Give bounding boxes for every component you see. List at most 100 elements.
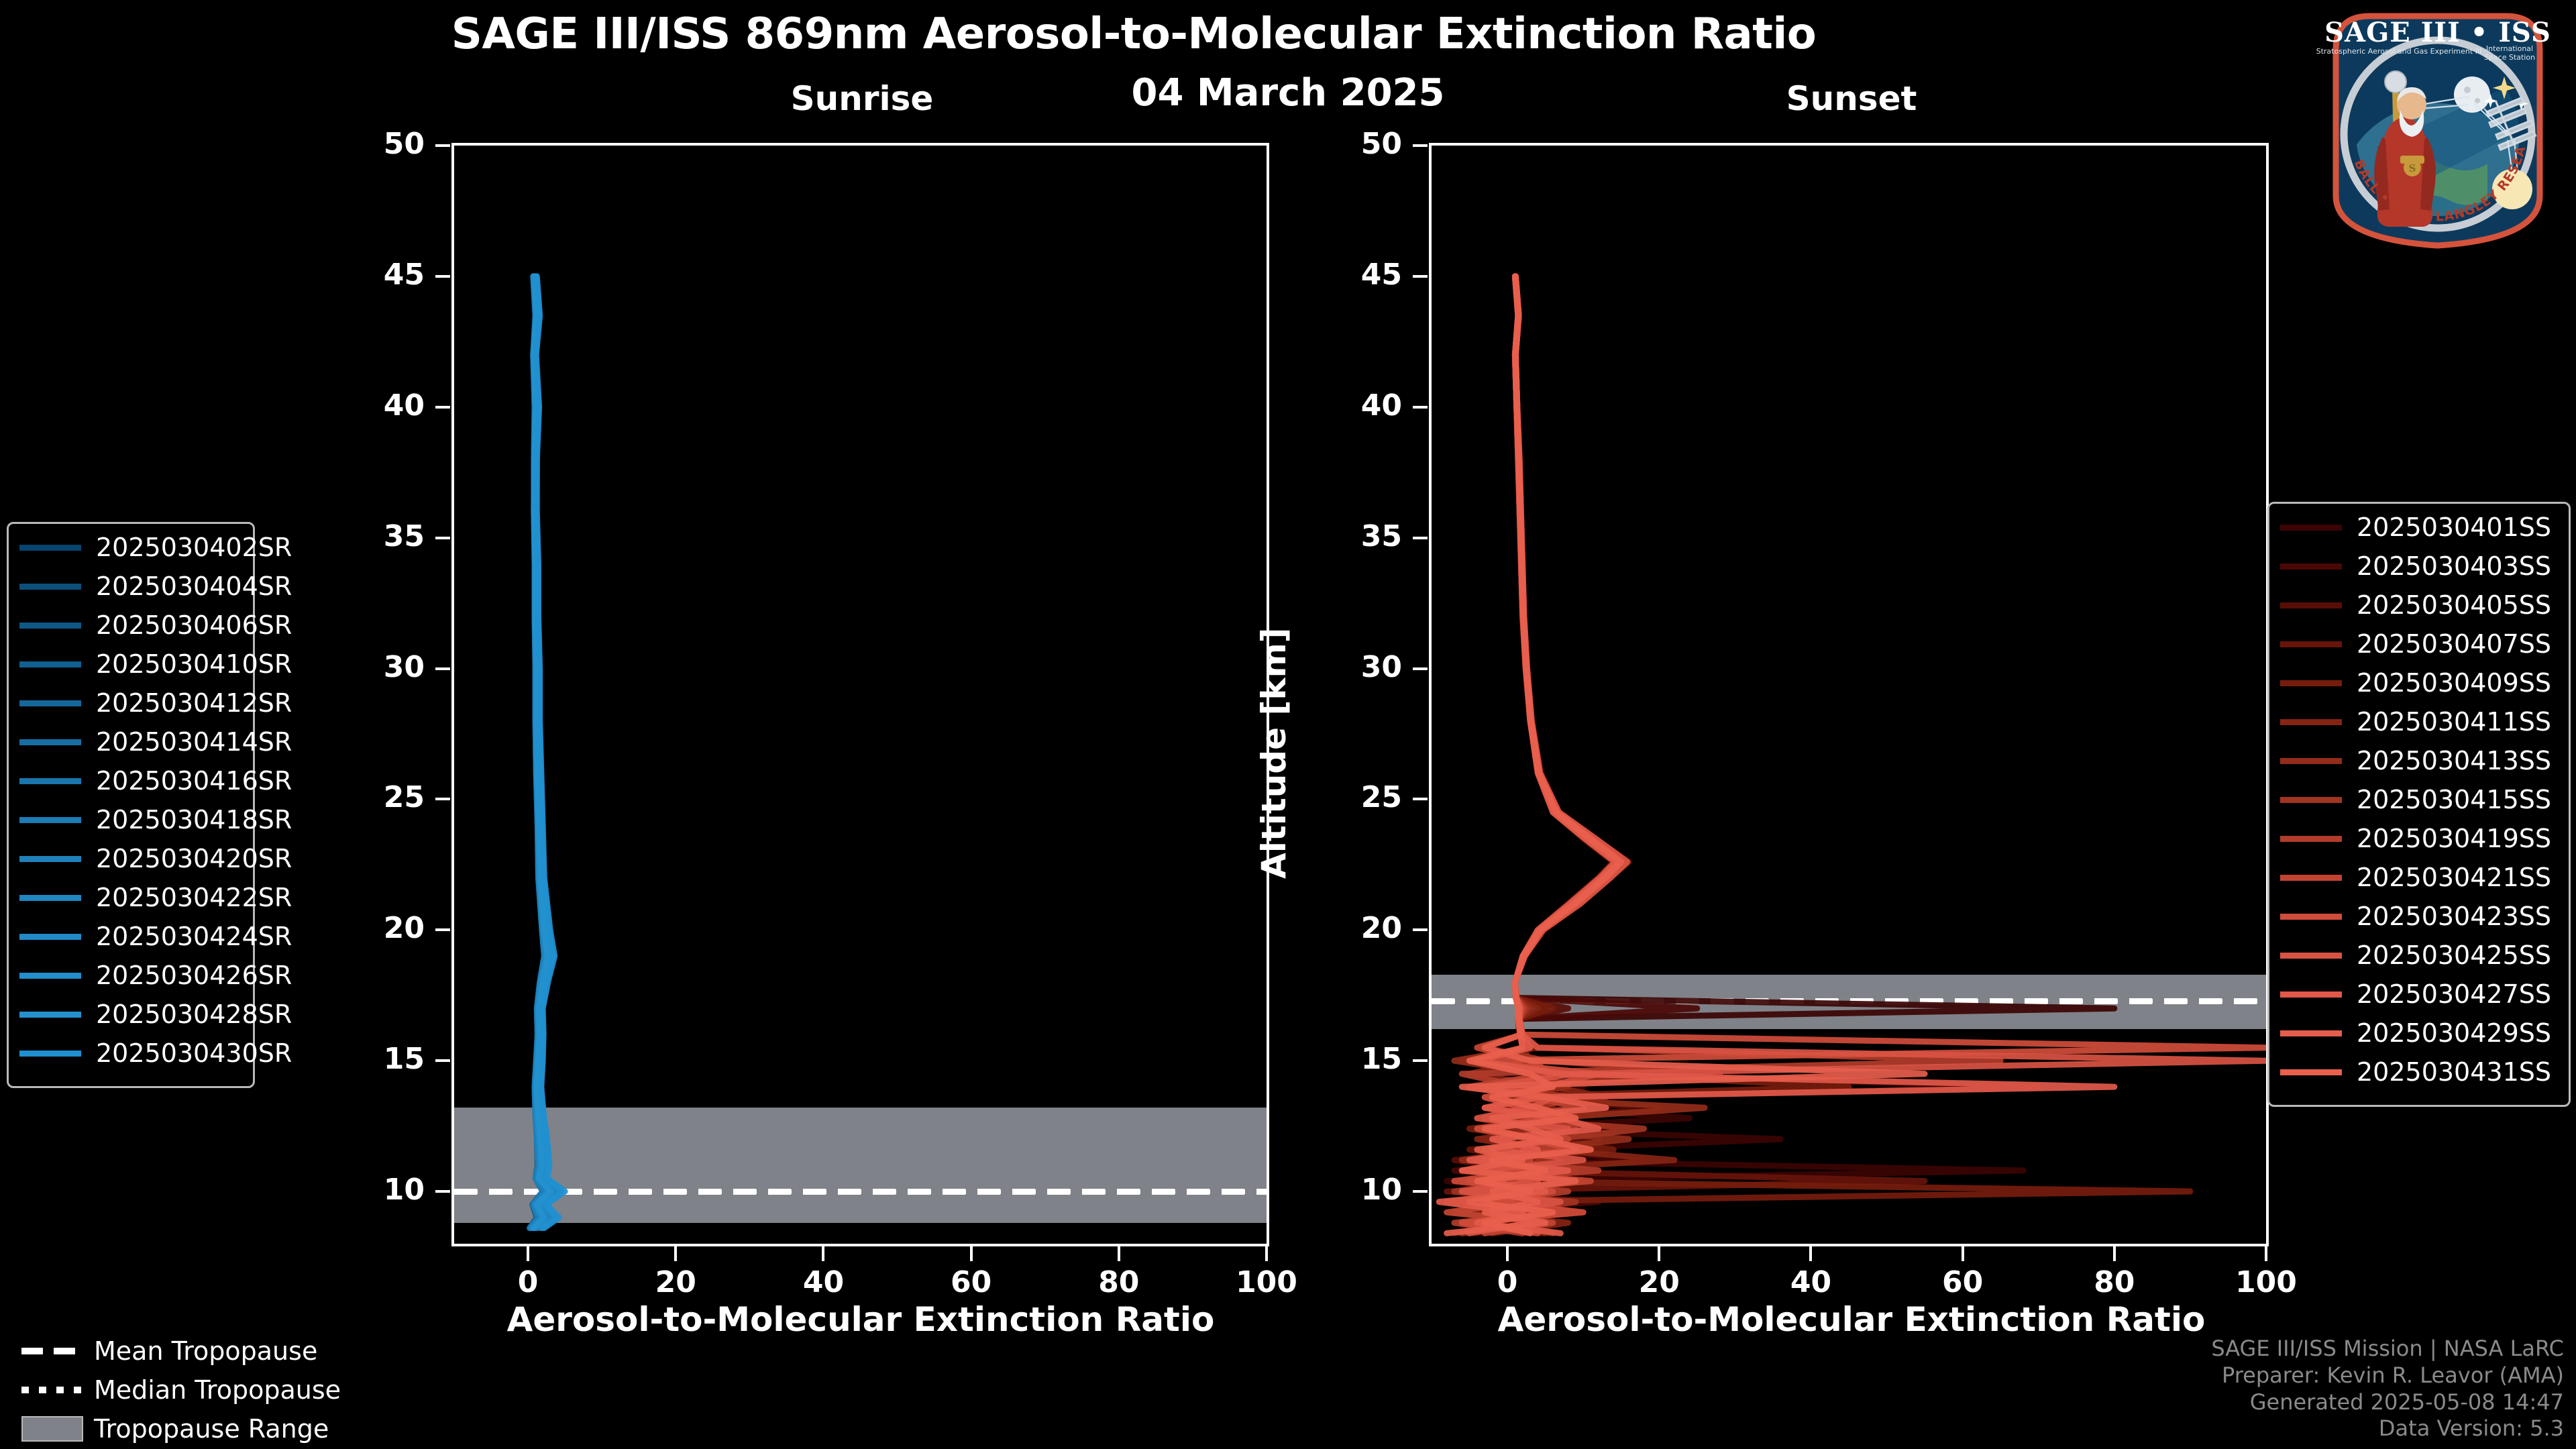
x-tick-label: 0 — [517, 1265, 539, 1299]
legend-color-swatch — [2280, 874, 2342, 881]
legend-color-swatch — [2280, 680, 2342, 686]
y-tick-mark — [1413, 1190, 1428, 1193]
legend-color-swatch — [2280, 796, 2342, 803]
x-tick-label: 100 — [2235, 1265, 2297, 1299]
legend-item[interactable]: 2025030407SS — [2269, 625, 2569, 663]
legend-item-label: 2025030421SS — [2357, 863, 2552, 892]
legend-item[interactable]: 2025030421SS — [2269, 858, 2569, 897]
sunrise-legend[interactable]: 2025030402SR 2025030404SR 2025030406SR 2025… — [7, 522, 292, 1088]
legend-item-label: 2025030402SR — [96, 533, 292, 562]
y-tick-mark — [435, 928, 450, 932]
tropopause-legend[interactable]: Mean Tropopause Median Tropopause Tropopau… — [9, 1332, 358, 1448]
sunrise-x-axis-title: Aerosol-to-Molecular Extinction Ratio — [506, 1300, 1215, 1339]
legend-color-swatch — [2280, 524, 2342, 531]
legend-color-swatch — [19, 661, 81, 667]
legend-color-swatch — [2280, 641, 2342, 647]
y-tick-label: 15 — [383, 1042, 425, 1077]
svg-text:SAGE III • ISS: SAGE III • ISS — [2324, 17, 2551, 48]
tropopause-legend-item[interactable]: Tropopause Range — [9, 1409, 358, 1448]
legend-item-label: 2025030413SS — [2357, 746, 2552, 775]
x-tick-mark — [822, 1246, 825, 1261]
y-tick-mark — [1413, 405, 1428, 409]
legend-item[interactable]: 2025030415SS — [2269, 780, 2569, 819]
legend-item[interactable]: 2025030410SR — [9, 645, 292, 684]
sunrise-panel-title: Sunrise — [790, 79, 934, 118]
legend-item[interactable]: 2025030423SS — [2269, 897, 2569, 936]
x-tick-mark — [1809, 1246, 1813, 1261]
legend-item[interactable]: 2025030413SS — [2269, 741, 2569, 780]
legend-color-swatch — [19, 855, 81, 862]
legend-color-swatch — [19, 972, 81, 979]
legend-item-label: 2025030419SS — [2357, 824, 2552, 853]
y-tick-mark — [435, 667, 450, 670]
legend-item[interactable]: 2025030428SR — [9, 995, 292, 1034]
footer-line-version: Data Version: 5.3 — [2378, 1415, 2564, 1442]
svg-text:Stratospheric Aerosol and Gas: Stratospheric Aerosol and Gas Experiment… — [2316, 47, 2482, 56]
legend-item[interactable]: 2025030422SR — [9, 878, 292, 917]
legend-item[interactable]: 2025030430SR — [9, 1034, 292, 1073]
legend-item-label: 2025030424SR — [96, 922, 292, 951]
sunset-plot-area[interactable] — [1429, 143, 2269, 1246]
legend-item[interactable]: 2025030424SR — [9, 917, 292, 956]
legend-item-label: 2025030409SS — [2357, 668, 2552, 698]
y-tick-label: 45 — [383, 257, 425, 292]
y-tick-mark — [435, 274, 450, 278]
legend-color-swatch — [19, 544, 81, 551]
x-tick-label: 20 — [655, 1265, 696, 1299]
legend-item[interactable]: 2025030431SS — [2269, 1053, 2569, 1091]
y-tick-mark — [1413, 798, 1428, 801]
footer-line-mission: SAGE III/ISS Mission | NASA LaRC — [2211, 1336, 2564, 1362]
x-tick-mark — [969, 1246, 973, 1261]
legend-item[interactable]: 2025030416SR — [9, 761, 292, 800]
legend-item[interactable]: 2025030402SR — [9, 528, 292, 567]
legend-item[interactable]: 2025030405SS — [2269, 586, 2569, 625]
sunrise-series-svg — [526, 273, 568, 1232]
legend-color-swatch — [2280, 718, 2342, 725]
legend-item[interactable]: 2025030406SR — [9, 606, 292, 645]
sunset-legend[interactable]: 2025030401SS 2025030403SS 2025030405SS 2025… — [2267, 502, 2571, 1107]
legend-item[interactable]: 2025030425SS — [2269, 936, 2569, 975]
legend-item-label: 2025030425SS — [2357, 941, 2552, 970]
tropopause-legend-item[interactable]: Mean Tropopause — [9, 1332, 358, 1371]
x-tick-mark — [1117, 1246, 1120, 1261]
legend-item[interactable]: 2025030418SR — [9, 800, 292, 839]
profile-line — [533, 273, 568, 1232]
legend-color-swatch — [19, 622, 81, 629]
legend-item[interactable]: 2025030426SR — [9, 956, 292, 995]
legend-item-label: 2025030428SR — [96, 1000, 292, 1029]
legend-item[interactable]: 2025030427SS — [2269, 975, 2569, 1014]
legend-color-swatch — [2280, 602, 2342, 608]
tropopause-legend-label: Median Tropopause — [94, 1375, 341, 1405]
legend-item-label: 2025030410SR — [96, 649, 292, 679]
legend-color-swatch — [2280, 1069, 2342, 1075]
legend-color-swatch — [19, 1011, 81, 1018]
x-tick-label: 0 — [1497, 1265, 1518, 1299]
date-title: 04 March 2025 — [1131, 71, 1445, 115]
x-tick-label: 60 — [951, 1265, 992, 1299]
legend-item[interactable]: 2025030409SS — [2269, 663, 2569, 702]
legend-item[interactable]: 2025030419SS — [2269, 819, 2569, 858]
legend-item[interactable]: 2025030429SS — [2269, 1014, 2569, 1053]
legend-item[interactable]: 2025030420SR — [9, 839, 292, 878]
profile-line — [1466, 273, 1623, 1236]
legend-color-swatch — [2280, 991, 2342, 998]
tropopause-legend-label: Mean Tropopause — [94, 1336, 318, 1366]
legend-item[interactable]: 2025030411SS — [2269, 702, 2569, 741]
x-tick-mark — [527, 1246, 530, 1261]
tropopause-legend-item[interactable]: Median Tropopause — [9, 1371, 358, 1409]
legend-color-swatch — [19, 1050, 81, 1057]
legend-color-swatch — [19, 894, 81, 901]
x-tick-mark — [1658, 1246, 1661, 1261]
legend-item[interactable]: 2025030401SS — [2269, 508, 2569, 547]
legend-item[interactable]: 2025030403SS — [2269, 547, 2569, 586]
x-tick-mark — [2112, 1246, 2116, 1261]
legend-item[interactable]: 2025030412SR — [9, 684, 292, 722]
legend-item[interactable]: 2025030414SR — [9, 722, 292, 761]
legend-item[interactable]: 2025030404SR — [9, 567, 292, 606]
footer-line-generated: Generated 2025-05-08 14:47 — [2249, 1389, 2564, 1415]
x-tick-label: 80 — [2094, 1265, 2135, 1299]
sage-iii-iss-mission-patch-logo: S SAGE III • ISS Stratospheric Aerosol a… — [2307, 0, 2563, 252]
x-tick-label: 20 — [1638, 1265, 1680, 1299]
sunrise-plot-area[interactable] — [451, 143, 1269, 1246]
